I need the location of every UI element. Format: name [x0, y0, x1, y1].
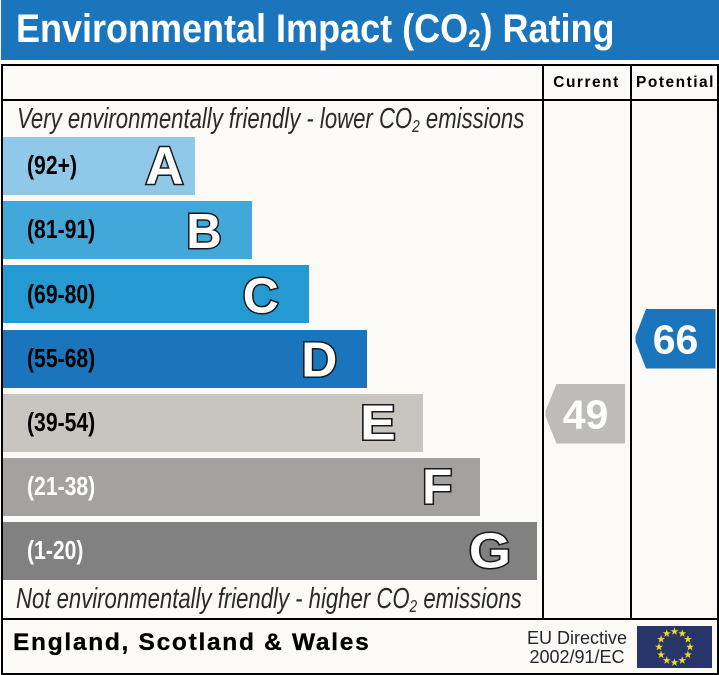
svg-text:66: 66	[653, 316, 699, 362]
svg-text:B: B	[186, 205, 222, 259]
svg-text:F: F	[422, 461, 452, 515]
svg-text:49: 49	[563, 392, 609, 438]
svg-text:C: C	[243, 270, 279, 324]
svg-text:D: D	[301, 334, 337, 388]
svg-text:G: G	[469, 525, 511, 579]
svg-text:E: E	[360, 397, 396, 451]
svg-text:A: A	[145, 137, 183, 196]
